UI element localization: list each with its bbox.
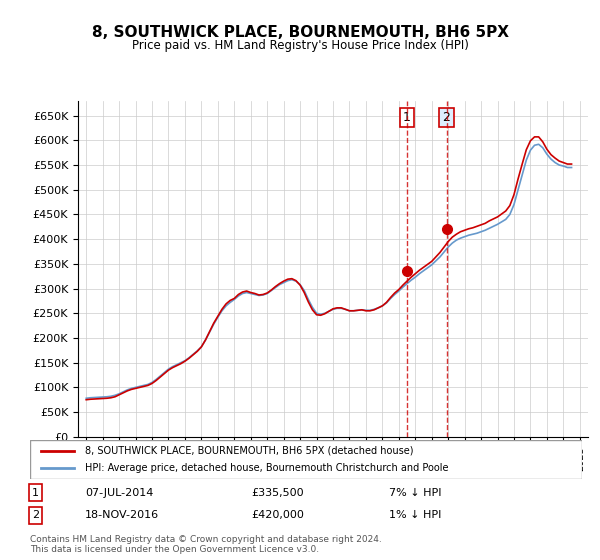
Text: 7% ↓ HPI: 7% ↓ HPI [389,488,442,498]
Text: HPI: Average price, detached house, Bournemouth Christchurch and Poole: HPI: Average price, detached house, Bour… [85,463,449,473]
Text: 1: 1 [32,488,39,498]
Text: 07-JUL-2014: 07-JUL-2014 [85,488,154,498]
Text: 2: 2 [32,510,39,520]
Text: £420,000: £420,000 [251,510,304,520]
Text: 1% ↓ HPI: 1% ↓ HPI [389,510,441,520]
Text: Price paid vs. HM Land Registry's House Price Index (HPI): Price paid vs. HM Land Registry's House … [131,39,469,52]
FancyBboxPatch shape [30,440,582,479]
Text: £335,500: £335,500 [251,488,304,498]
Text: 18-NOV-2016: 18-NOV-2016 [85,510,160,520]
Text: 2: 2 [443,111,451,124]
Text: 8, SOUTHWICK PLACE, BOURNEMOUTH, BH6 5PX (detached house): 8, SOUTHWICK PLACE, BOURNEMOUTH, BH6 5PX… [85,446,414,456]
Text: Contains HM Land Registry data © Crown copyright and database right 2024.
This d: Contains HM Land Registry data © Crown c… [30,535,382,554]
Text: 8, SOUTHWICK PLACE, BOURNEMOUTH, BH6 5PX: 8, SOUTHWICK PLACE, BOURNEMOUTH, BH6 5PX [91,25,509,40]
Text: 1: 1 [403,111,411,124]
